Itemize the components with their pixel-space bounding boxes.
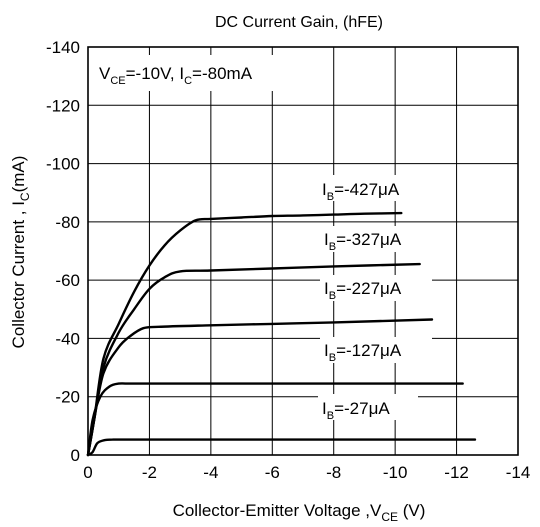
series-line-0 <box>86 211 403 457</box>
y-tick-labels: 0 -20 -40 -60 -80 -100 -120 -140 <box>46 38 80 465</box>
x-tick-label: 0 <box>83 463 92 482</box>
x-tick-label: -10 <box>383 463 408 482</box>
x-tick-label: -2 <box>142 463 157 482</box>
series-label-327: IB=-327μA <box>324 230 402 253</box>
grid <box>88 47 518 455</box>
y-tick-label: -80 <box>55 213 80 232</box>
series-label-27: IB=-27μA <box>322 399 390 422</box>
x-tick-label: -4 <box>203 463 218 482</box>
x-axis-label: Collector-Emitter Voltage ,VCE (V) <box>173 501 426 524</box>
series-label-427: IB=-427μA <box>322 180 400 203</box>
series-line-3 <box>86 382 464 457</box>
condition-box-bg <box>95 55 317 91</box>
series-line-1 <box>86 262 421 457</box>
x-tick-labels: 0 -2 -4 -6 -8 -10 -12 -14 <box>83 463 530 482</box>
x-tick-label: -12 <box>444 463 469 482</box>
x-tick-label: -8 <box>326 463 341 482</box>
y-tick-label: -60 <box>55 271 80 290</box>
x-tick-label: -14 <box>506 463 531 482</box>
y-tick-label: -20 <box>55 388 80 407</box>
series-line-2 <box>86 318 434 457</box>
series-curves <box>86 211 477 457</box>
series-label-227: IB=-227μA <box>324 279 402 302</box>
x-tick-label: -6 <box>265 463 280 482</box>
series-label-127: IB=-127μA <box>324 341 402 364</box>
y-tick-label: -120 <box>46 96 80 115</box>
y-tick-label: -100 <box>46 155 80 174</box>
y-axis-label: Collector Current , IC(mA) <box>9 156 32 349</box>
y-tick-label: -40 <box>55 329 80 348</box>
plot-frame <box>87 46 519 456</box>
condition-annotation: VCE=-10V, IC=-80mA <box>99 64 253 87</box>
y-tick-label: 0 <box>71 446 80 465</box>
series-line-4 <box>86 438 477 457</box>
chart-title: DC Current Gain, (hFE) <box>215 14 383 31</box>
y-tick-label: -140 <box>46 38 80 57</box>
series-labels: IB=-427μA IB=-327μA IB=-227μA IB=-127μA … <box>318 175 432 422</box>
